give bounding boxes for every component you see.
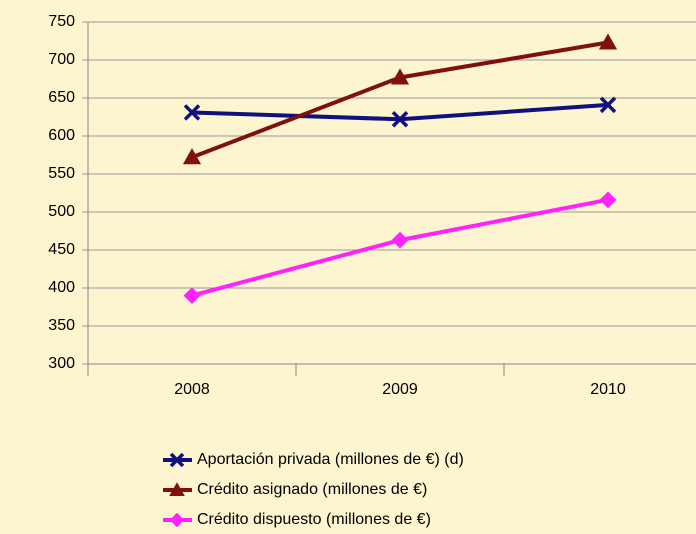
y-tick-label: 400	[48, 279, 75, 296]
marker	[599, 191, 617, 209]
y-tick-label: 600	[48, 127, 75, 144]
y-tick-label: 750	[48, 13, 75, 30]
y-tick-label: 650	[48, 89, 75, 106]
marker	[599, 96, 617, 114]
x-tick-label: 2008	[174, 381, 210, 398]
marker	[390, 68, 410, 85]
y-tick-label: 300	[48, 355, 75, 372]
marker	[169, 482, 185, 496]
marker	[391, 111, 409, 128]
marker	[182, 148, 202, 165]
y-tick-label: 500	[48, 203, 75, 220]
y-tick-label: 450	[48, 241, 75, 258]
marker	[169, 452, 185, 468]
y-tick-label: 350	[48, 317, 75, 334]
marker	[391, 231, 409, 249]
legend-label: Crédito dispuesto (millones de €)	[197, 511, 431, 528]
x-tick-label: 2010	[590, 381, 626, 398]
legend-label: Crédito asignado (millones de €)	[197, 481, 427, 498]
marker	[183, 287, 201, 304]
y-tick-label: 700	[48, 51, 75, 68]
y-tick-label: 550	[48, 165, 75, 182]
marker	[183, 104, 201, 121]
marker	[169, 512, 185, 528]
x-tick-label: 2009	[382, 381, 418, 398]
marker	[598, 33, 618, 50]
legend-label: Aportación privada (millones de €) (d)	[197, 451, 464, 468]
